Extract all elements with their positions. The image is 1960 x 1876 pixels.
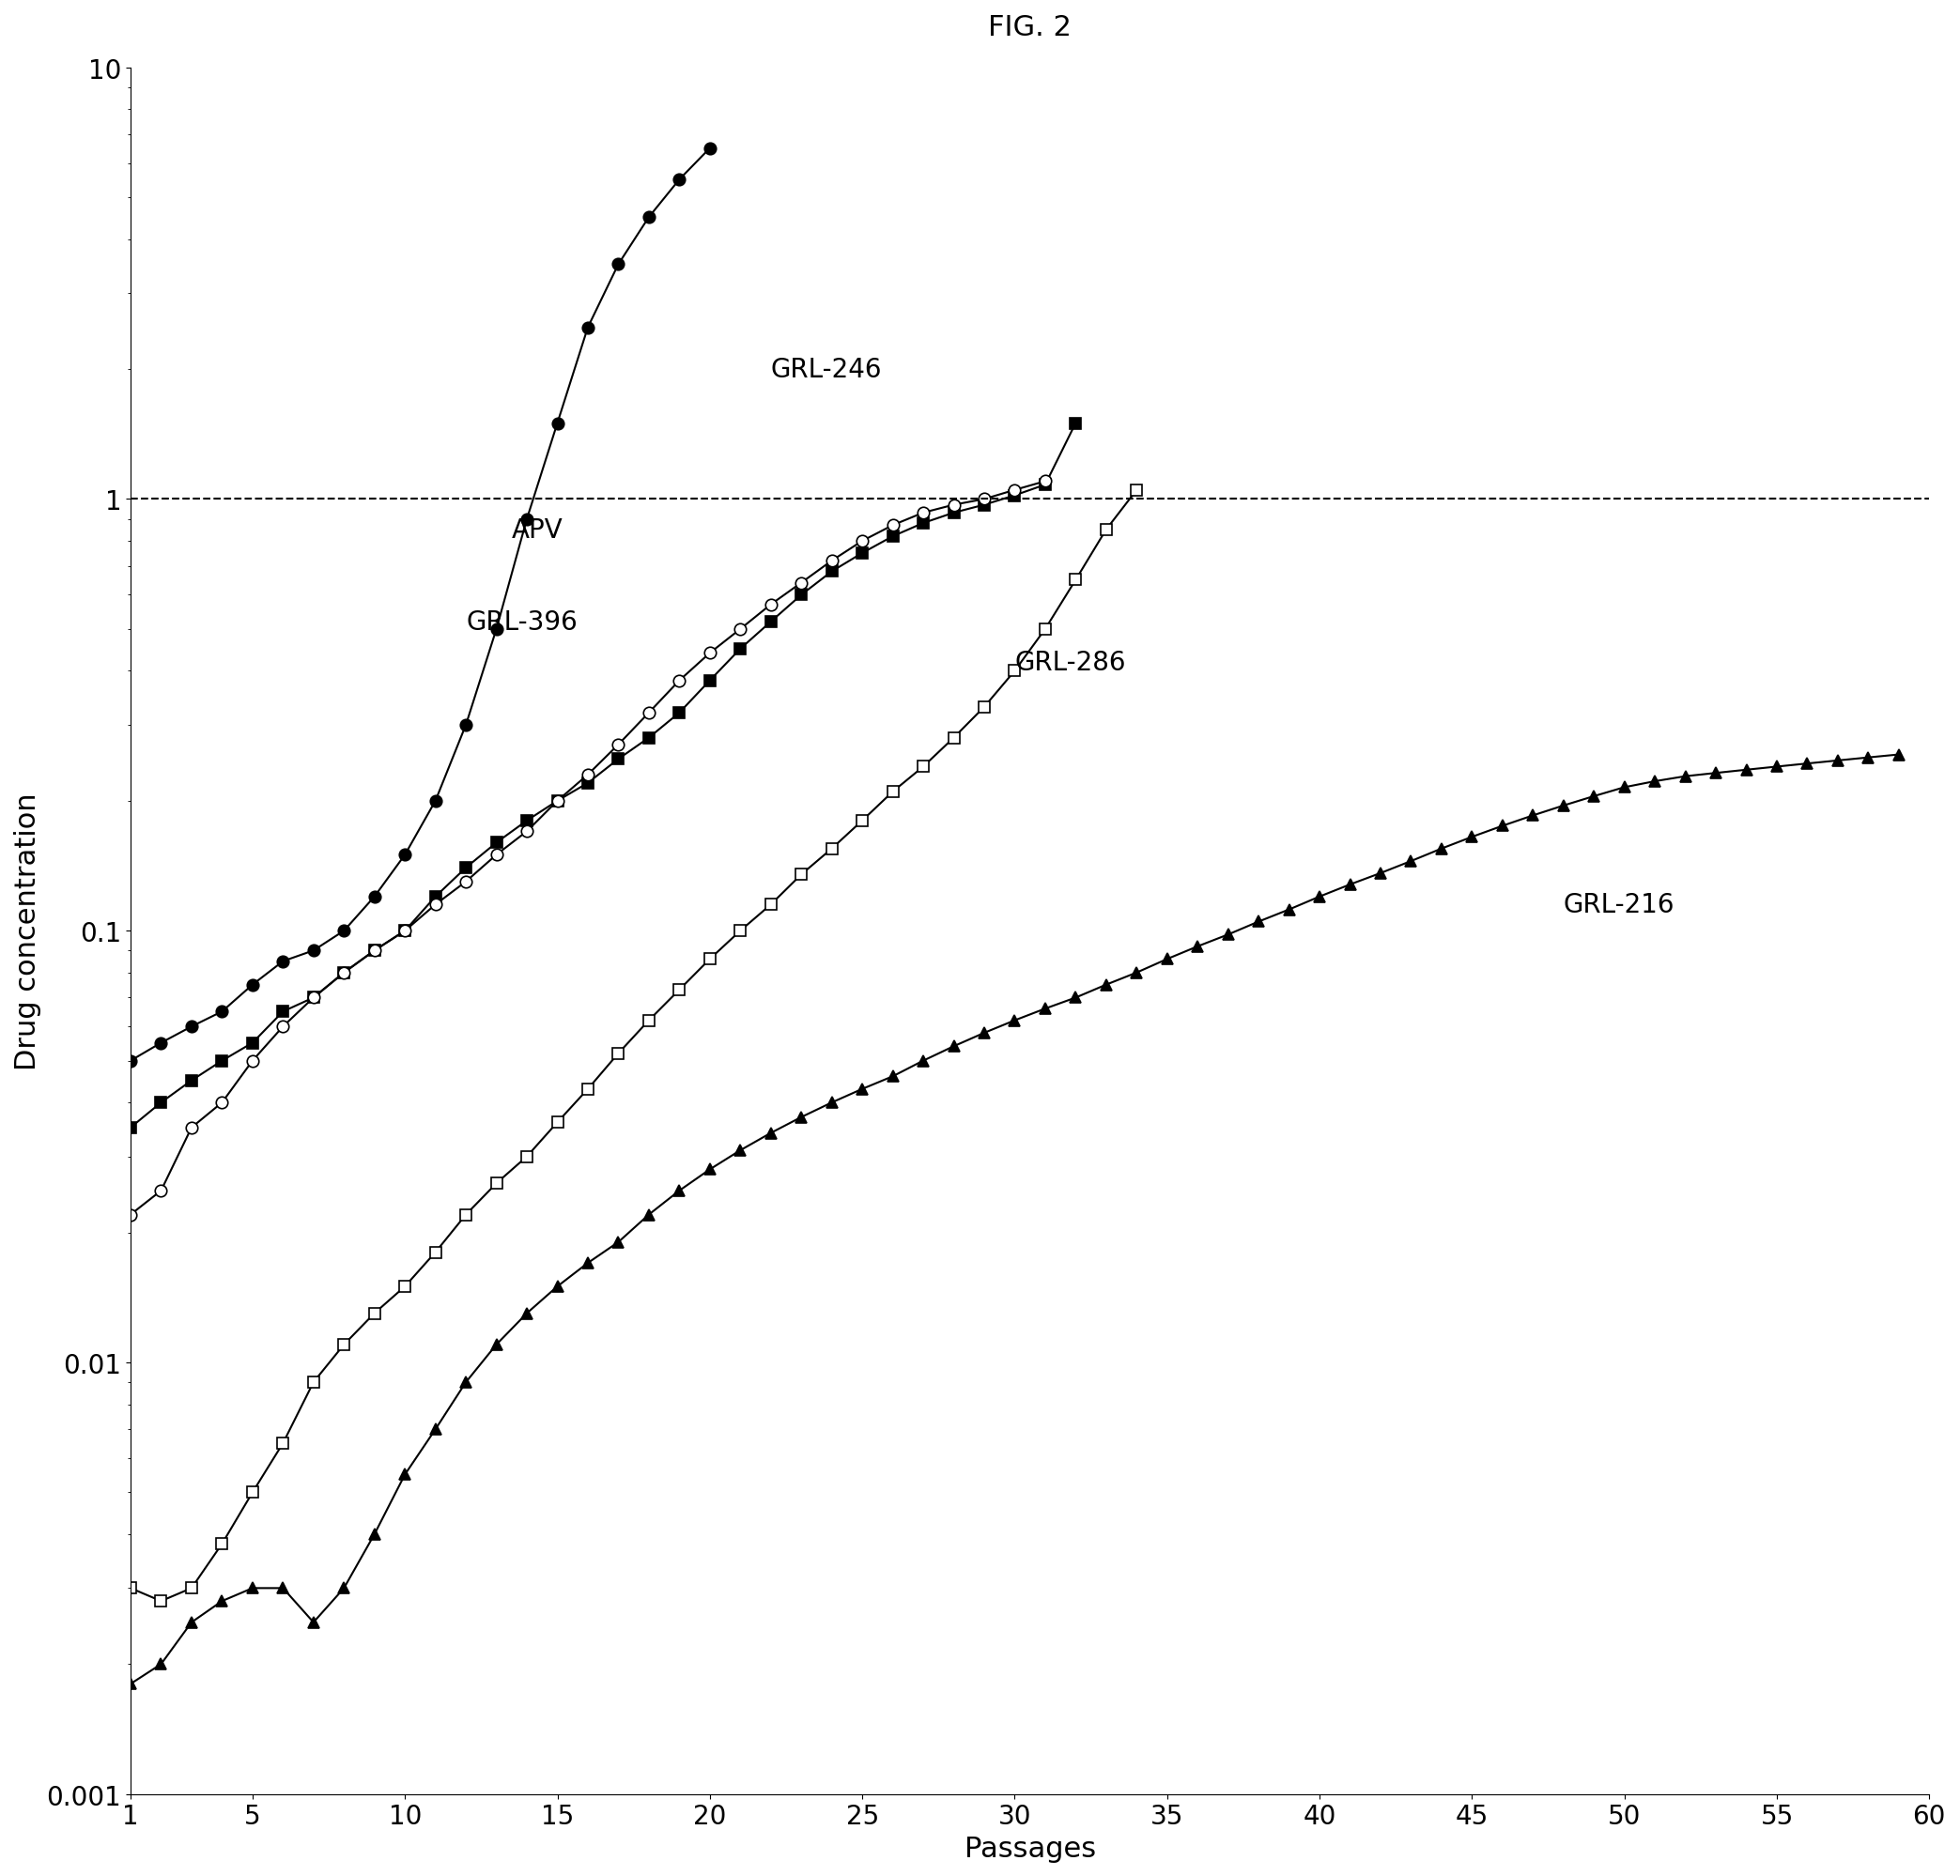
- Text: APV: APV: [512, 518, 563, 544]
- Y-axis label: Drug concentration: Drug concentration: [14, 792, 41, 1069]
- Text: GRL-216: GRL-216: [1564, 891, 1674, 917]
- Text: GRL-396: GRL-396: [466, 610, 578, 636]
- Text: GRL-286: GRL-286: [1015, 649, 1125, 675]
- X-axis label: Passages: Passages: [964, 1835, 1096, 1861]
- Title: FIG. 2: FIG. 2: [988, 15, 1072, 41]
- Text: GRL-246: GRL-246: [770, 356, 882, 383]
